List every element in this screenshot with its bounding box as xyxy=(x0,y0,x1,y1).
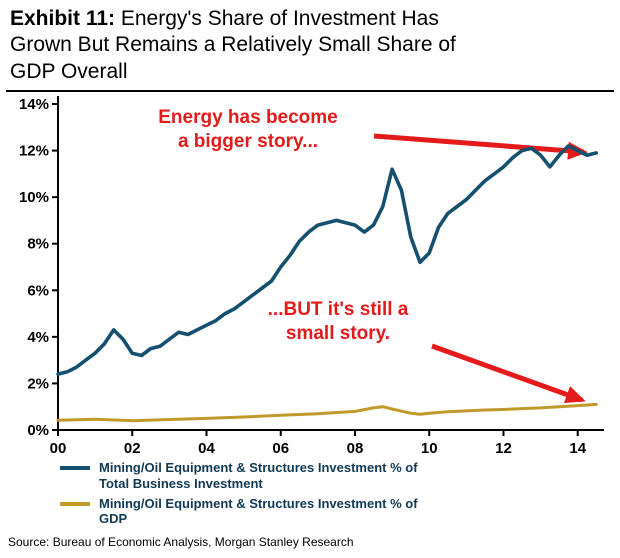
y-tick-label: 10% xyxy=(19,190,49,207)
annotation-line: a bigger story... xyxy=(177,130,319,152)
exhibit-title: Exhibit 11: Energy's Share of Investment… xyxy=(0,0,620,88)
annotation-line: ...BUT it's still a xyxy=(267,299,409,321)
x-tick-label: 08 xyxy=(347,440,364,456)
x-tick-label: 02 xyxy=(124,440,141,456)
source-note: Source: Bureau of Economic Analysis, Mor… xyxy=(8,534,354,549)
legend-label-line: GDP xyxy=(99,511,128,527)
legend-swatch-investment xyxy=(60,466,90,471)
exhibit-label: Exhibit 11: xyxy=(10,7,116,30)
x-tick-label: 06 xyxy=(272,440,289,456)
title-line2: Grown But Remains a Relatively Small Sha… xyxy=(10,33,456,57)
y-tick-label: 14% xyxy=(19,96,49,113)
series-line-investment xyxy=(56,144,599,377)
legend: Mining/Oil Equipment & Structures Invest… xyxy=(60,460,620,526)
legend-label-investment: Mining/Oil Equipment & Structures Invest… xyxy=(99,460,418,491)
annotation-bigger-story: Energy has become a bigger story... xyxy=(118,106,378,152)
y-tick-label: 2% xyxy=(27,376,49,393)
chart-area: 0% 2% 4% 6% 8% 10% 12% 14% 00 02 04 06 08 10 12 14 Ener… xyxy=(0,92,620,456)
arrow-to-investment-line xyxy=(373,133,588,161)
y-tick-label: 6% xyxy=(27,283,49,300)
line-chart: 0% 2% 4% 6% 8% 10% 12% 14% 00 02 04 06 08 10 12 14 xyxy=(19,96,604,456)
legend-label-line: Total Business Investment xyxy=(99,475,263,491)
legend-label-gdp: Mining/Oil Equipment & Structures Invest… xyxy=(99,496,418,527)
legend-label-line: Mining/Oil Equipment & Structures Invest… xyxy=(99,496,418,512)
legend-swatch-gdp xyxy=(60,502,90,507)
x-tick-label: 12 xyxy=(495,440,512,456)
y-tick-label: 8% xyxy=(27,236,49,253)
title-divider xyxy=(6,90,614,93)
x-tick-label: 10 xyxy=(421,440,438,456)
y-tick-label: 12% xyxy=(19,143,49,160)
legend-item-gdp: Mining/Oil Equipment & Structures Invest… xyxy=(60,496,620,527)
annotation-line: small story. xyxy=(285,322,391,344)
annotation-small-story: ...BUT it's still a small story. xyxy=(236,298,440,344)
y-tick-label: 0% xyxy=(27,422,49,439)
title-line3: GDP Overall xyxy=(10,59,128,83)
arrow-to-gdp-line xyxy=(431,344,586,404)
x-tick-label: 04 xyxy=(198,440,215,456)
y-tick-label: 4% xyxy=(27,329,49,346)
legend-label-line: Mining/Oil Equipment & Structures Invest… xyxy=(99,460,418,476)
x-tick-label: 00 xyxy=(50,440,67,456)
title-line1: Energy's Share of Investment Has xyxy=(115,7,439,30)
legend-item-investment: Mining/Oil Equipment & Structures Invest… xyxy=(60,460,620,491)
series-line-gdp xyxy=(56,403,598,423)
annotation-line: Energy has become xyxy=(158,107,338,129)
x-tick-label: 14 xyxy=(569,440,586,456)
